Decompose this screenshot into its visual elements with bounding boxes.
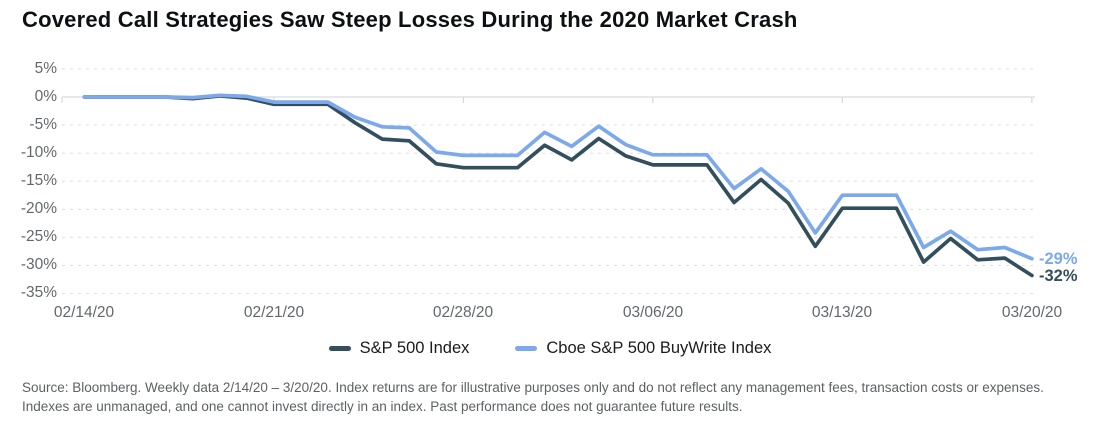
x-axis-label: 03/20/20 [1001, 304, 1063, 321]
end-value-label-buywrite: -29% [1039, 250, 1078, 268]
buywrite-series-line [82, 93, 1034, 261]
y-axis-label: 0% [34, 88, 57, 105]
source-footnote: Source: Bloomberg. Weekly data 2/14/20 –… [22, 380, 1044, 415]
y-axis-label: -35% [20, 284, 57, 301]
chart-title: Covered Call Strategies Saw Steep Losses… [22, 7, 798, 32]
y-axis-label: -15% [20, 172, 57, 189]
x-axis-label: 03/06/20 [622, 304, 684, 321]
legend-item-sp500: S&P 500 Index [328, 339, 470, 358]
x-axis-label: 02/14/20 [53, 304, 115, 321]
x-axis-label: 02/28/20 [432, 304, 494, 321]
sp500-series-line [82, 94, 1034, 278]
y-axis-label: 5% [34, 60, 57, 77]
legend-item-buywrite: Cboe S&P 500 BuyWrite Index [515, 339, 771, 358]
y-axis-label: -5% [29, 116, 57, 133]
y-axis-label: -20% [20, 200, 57, 217]
legend-label-sp500: S&P 500 Index [359, 339, 470, 357]
end-value-label-sp500: -32% [1039, 267, 1078, 285]
x-axis-label: 03/13/20 [811, 304, 873, 321]
legend-label-buywrite: Cboe S&P 500 BuyWrite Index [546, 339, 772, 357]
x-axis-label: 02/21/20 [243, 304, 305, 321]
y-axis-label: -10% [20, 144, 57, 161]
sp500-line-marker-icon [328, 346, 351, 351]
legend: S&P 500 Index Cboe S&P 500 BuyWrite Inde… [0, 339, 1100, 358]
y-axis-label: -30% [20, 256, 57, 273]
buywrite-line-marker-icon [515, 346, 538, 351]
y-axis-label: -25% [20, 228, 57, 245]
